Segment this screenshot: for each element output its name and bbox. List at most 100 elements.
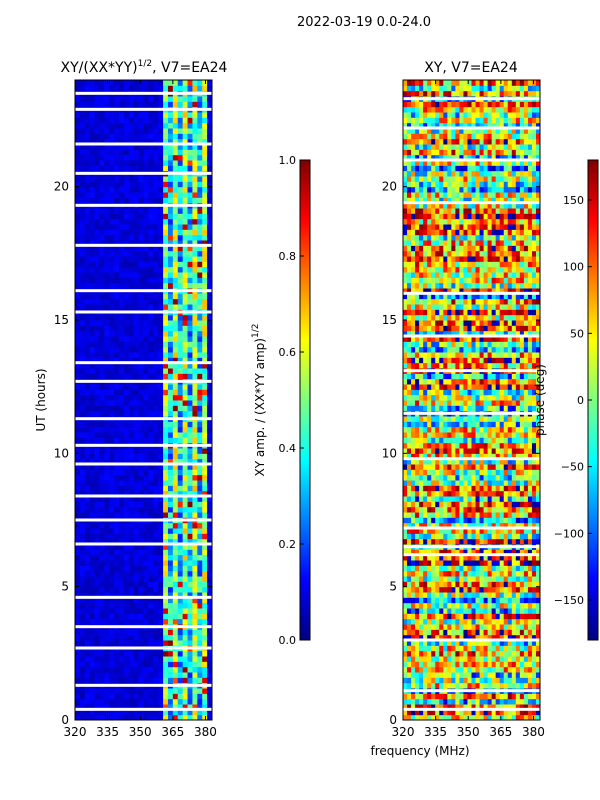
phase-cell [479,501,485,508]
amplitude-cell [158,368,164,374]
phase-cell [415,565,420,572]
phase-cell [455,634,460,641]
phase-cell [531,618,537,625]
amplitude-cell [114,586,120,593]
amplitude-cell [148,197,154,204]
phase-cell [467,533,472,540]
amplitude-cell [79,538,86,545]
amplitude-cell [182,453,189,460]
phase-cell [435,512,440,518]
phase-cell [531,528,537,534]
amplitude-cell [109,122,115,129]
amplitude-cell [192,538,198,545]
amplitude-cell [84,256,91,262]
amplitude-cell [84,245,91,252]
amplitude-cell [99,485,105,492]
amplitude-cell [177,458,184,465]
amplitude-cell [148,549,154,556]
phase-cell [439,496,444,502]
amplitude-cell [128,293,135,300]
amplitude-cell [182,213,189,220]
amplitude-cell [158,282,164,289]
amplitude-cell [197,464,203,470]
phase-cell [499,517,505,524]
phase-cell [495,693,501,700]
amplitude-cell [119,688,125,694]
amplitude-cell [192,549,198,556]
amplitude-cell [114,597,120,604]
amplitude-cell [158,421,164,428]
amplitude-cell [207,650,213,657]
amplitude-cell [197,96,203,102]
phase-cell [495,560,501,566]
amplitude-cell [104,549,110,556]
amplitude-cell [84,410,91,417]
phase-cell [435,602,440,609]
phase-cell [479,693,485,700]
amplitude-cell [114,661,120,668]
amplitude-cell [167,138,174,145]
amplitude-cell [138,117,144,124]
amplitude-cell [167,618,174,625]
amplitude-cell [114,672,120,678]
phase-cell [431,629,436,636]
amplitude-cell [192,608,198,614]
amplitude-cell [153,549,159,556]
amplitude-cell [148,501,154,508]
amplitude-cell [182,714,189,721]
amplitude-cell [123,586,130,593]
phase-cell [435,661,440,668]
amplitude-cell [75,528,81,534]
amplitude-cell [158,186,164,193]
amplitude-cell [75,709,81,716]
amplitude-cell [75,336,81,342]
amplitude-cell [79,85,86,92]
amplitude-cell [187,597,193,604]
amplitude-cell [153,80,159,86]
phase-cell [415,640,420,646]
amplitude-cell [182,144,189,150]
phase-cell [491,682,497,689]
amplitude-cell [172,533,179,540]
phase-cell [499,645,505,652]
amplitude-cell [153,469,159,476]
amplitude-cell [182,149,189,156]
amplitude-cell [75,85,81,92]
amplitude-cell [138,272,144,278]
amplitude-cell [182,549,189,556]
amplitude-cell [148,560,154,566]
amplitude-cell [202,714,208,721]
amplitude-cell [187,80,193,86]
amplitude-cell [128,266,135,273]
amplitude-cell [138,437,144,444]
amplitude-cell [99,250,105,257]
amplitude-cell [143,522,149,529]
amplitude-cell [167,117,174,124]
amplitude-cell [202,346,208,353]
phase-cell [427,554,432,561]
phase-cell [435,704,440,710]
amplitude-cell [143,501,149,508]
phase-cell [431,682,436,689]
amplitude-cell [167,101,174,108]
amplitude-cell [182,522,189,529]
amplitude-cell [197,277,203,284]
amplitude-cell [192,154,198,161]
amplitude-cell [84,240,91,246]
amplitude-cell [197,165,203,172]
amplitude-cell [143,688,149,694]
phase-cell [435,474,440,481]
amplitude-cell [119,240,125,246]
amplitude-cell [163,330,169,337]
amplitude-cell [197,634,203,641]
amplitude-cell [187,368,193,374]
amplitude-cell [202,453,208,460]
amplitude-cell [192,650,198,657]
amplitude-cell [177,224,184,230]
amplitude-cell [133,560,140,566]
amplitude-cell [172,677,179,684]
phase-cell [467,656,472,662]
amplitude-cell [148,528,154,534]
phase-cell [495,613,501,620]
amplitude-cell [177,368,184,374]
